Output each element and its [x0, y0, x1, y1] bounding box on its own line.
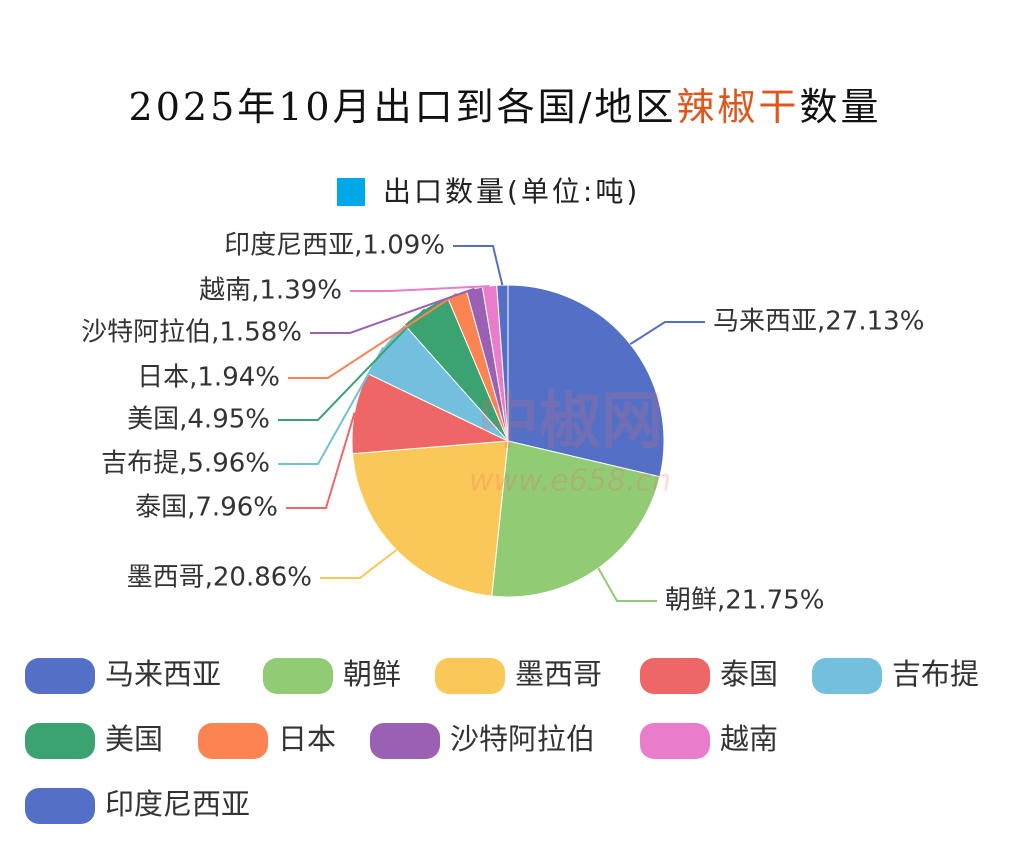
legend-swatch	[640, 723, 710, 759]
legend-swatch	[435, 658, 505, 694]
title-part: 辣椒干	[676, 85, 799, 129]
legend-label: 越南	[720, 722, 778, 756]
legend-label: 吉布提	[892, 657, 979, 691]
leader-line	[286, 412, 356, 509]
legend-label: 出口数量(单位:吨)	[383, 175, 640, 208]
legend-swatch	[25, 658, 95, 694]
legend-label: 沙特阿拉伯	[450, 722, 595, 756]
title-part: 数量	[799, 85, 881, 129]
data-label: 泰国,7.96%	[135, 493, 278, 523]
data-label: 朝鲜,21.75%	[665, 586, 824, 616]
legend-swatch	[25, 788, 95, 824]
legend-swatch	[812, 658, 882, 694]
leader-line	[288, 292, 458, 379]
watermark: 中椒网	[477, 384, 663, 457]
pie	[278, 245, 705, 602]
leader-line	[310, 287, 475, 334]
legend-label: 印度尼西亚	[105, 787, 250, 821]
leader-line	[320, 549, 397, 579]
legend-swatch	[370, 723, 440, 759]
pie-slice	[491, 440, 661, 598]
data-label: 吉布提,5.96%	[101, 449, 270, 479]
data-label: 日本,1.94%	[137, 363, 280, 393]
leader-line	[350, 285, 490, 292]
legend-label: 墨西哥	[515, 657, 602, 691]
legend-label: 美国	[105, 722, 163, 756]
legend-swatch	[337, 178, 365, 206]
legend-label: 日本	[278, 722, 336, 756]
data-label: 沙特阿拉伯,1.58%	[81, 318, 302, 348]
pie-slice	[496, 284, 509, 442]
watermark: www.e658.cn	[469, 464, 671, 499]
leader-line	[278, 308, 426, 421]
data-label: 墨西哥,20.86%	[127, 563, 312, 593]
legend-label: 朝鲜	[343, 657, 401, 691]
chart-title: 2025年10月出口到各国/地区辣椒干数量	[129, 85, 882, 129]
legend-swatch	[198, 723, 268, 759]
pie-slice	[351, 440, 509, 597]
data-label: 印度尼西亚,1.09%	[224, 231, 445, 261]
legend-swatch	[263, 658, 333, 694]
data-label: 美国,4.95%	[127, 405, 270, 435]
title-part: 2025年10月出口到各国/地区	[129, 85, 677, 129]
leader-line	[629, 321, 705, 345]
data-label: 越南,1.39%	[199, 276, 342, 306]
legend-label: 泰国	[720, 657, 778, 691]
leader-line	[453, 245, 504, 286]
data-label: 马来西亚,27.13%	[713, 307, 924, 337]
legend-label: 马来西亚	[105, 657, 221, 691]
leader-line	[278, 346, 385, 465]
legend-swatch	[25, 723, 95, 759]
leader-line	[597, 567, 657, 602]
pie-slice	[507, 284, 665, 478]
legend-swatch	[640, 658, 710, 694]
